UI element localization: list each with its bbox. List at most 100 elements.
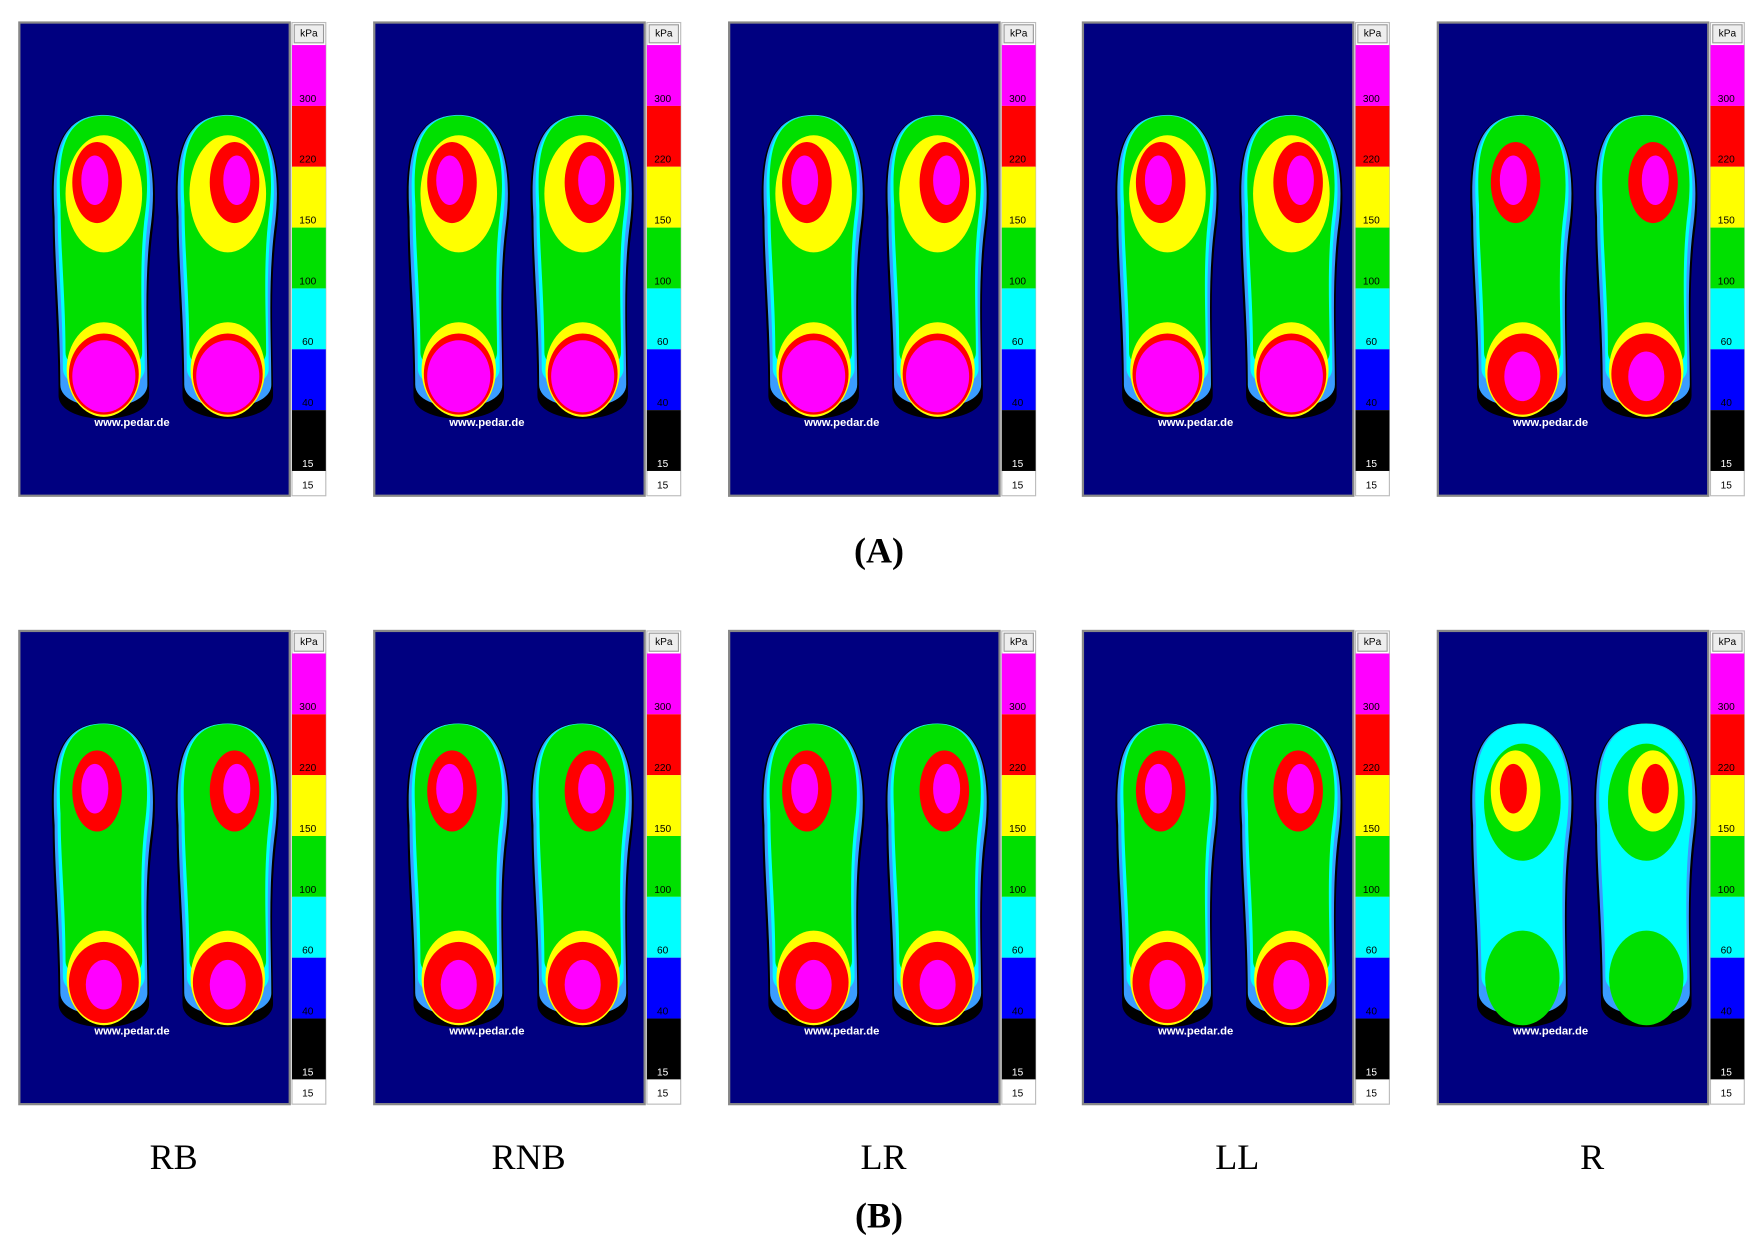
column-label: LR (860, 1137, 906, 1177)
scale-block (1001, 775, 1036, 836)
scale-block (1710, 957, 1745, 1019)
scale-block (291, 227, 326, 289)
scale-label: 150 (299, 216, 316, 227)
heel-zone (209, 959, 246, 1010)
heel-zone (72, 340, 136, 413)
forefoot-zone (1641, 763, 1669, 814)
scale-label: 100 (654, 276, 671, 287)
scale-label: 60 (1366, 337, 1378, 348)
heel-zone (1149, 959, 1186, 1010)
scale-label: 40 (1366, 398, 1378, 409)
watermark: www.pedar.de (1512, 1025, 1588, 1037)
scale-label: 220 (299, 155, 316, 166)
scale-block (291, 288, 326, 350)
scale-block (1710, 349, 1745, 411)
scale-header (1712, 632, 1743, 652)
scale-label: 60 (302, 946, 314, 957)
scale-label: 150 (1009, 216, 1026, 227)
scale-block (1355, 1018, 1390, 1080)
scale-block (291, 896, 326, 958)
scale-block (646, 836, 681, 897)
scale-block (646, 105, 681, 167)
scale-block (1355, 105, 1390, 167)
heel-zone (782, 340, 846, 413)
scale-label: 100 (1009, 276, 1026, 287)
scale-label: 300 (299, 94, 316, 105)
scale-label: 300 (654, 94, 671, 105)
pressure-map: www.pedar.de kPa 300 220 150 100 60 40 15 15 (728, 21, 1037, 497)
scale-label: 300 (654, 702, 671, 713)
scale-label: 150 (1363, 824, 1380, 835)
scale-block (1355, 45, 1390, 106)
heel-zone (427, 340, 491, 413)
scale-block (646, 349, 681, 411)
scale-block (291, 775, 326, 836)
watermark: www.pedar.de (448, 417, 524, 429)
scale-block (1710, 227, 1745, 289)
scale-block (1355, 166, 1390, 228)
panel-label: (A) (854, 531, 904, 571)
scale-label: 300 (1363, 702, 1380, 713)
forefoot-zone (578, 155, 606, 206)
scale-label: 15 (657, 480, 669, 491)
heel-zone (196, 340, 260, 413)
watermark: www.pedar.de (1157, 417, 1233, 429)
pressure-map: www.pedar.de kPa 300 220 150 100 60 40 15 15 (1436, 629, 1745, 1106)
forefoot-zone (81, 763, 109, 814)
scale-header (648, 632, 680, 652)
scale-label: 15 (1012, 480, 1024, 491)
heel-zone (1628, 351, 1665, 402)
pressure-map: www.pedar.de kPa 300 220 150 100 60 40 15 15 (18, 629, 327, 1106)
scale-unit: kPa (1364, 637, 1382, 648)
scale-label: 40 (1721, 1006, 1733, 1017)
scale-block (1001, 288, 1036, 350)
forefoot-zone (1144, 155, 1172, 206)
forefoot-zone (436, 763, 464, 814)
scale-label: 60 (302, 337, 314, 348)
column-label: R (1580, 1137, 1604, 1177)
forefoot-zone (1286, 763, 1314, 814)
scale-block (646, 45, 681, 106)
scale-label: 220 (1718, 763, 1735, 774)
scale-label: 150 (1718, 824, 1735, 835)
scale-label: 40 (1012, 398, 1024, 409)
column-label: RB (150, 1137, 198, 1177)
scale-label: 15 (1366, 459, 1378, 470)
scale-label: 15 (1721, 459, 1733, 470)
scale-unit: kPa (1719, 637, 1737, 648)
scale-label: 15 (1721, 1089, 1733, 1100)
scale-label: 100 (299, 276, 316, 287)
scale-block (291, 653, 326, 715)
scale-header (648, 24, 680, 44)
forefoot-zone (791, 155, 819, 206)
scale-label: 220 (654, 763, 671, 774)
scale-block (1710, 775, 1745, 836)
scale-block (1355, 288, 1390, 350)
forefoot-zone (436, 155, 464, 206)
column-label: RNB (492, 1137, 566, 1177)
scale-block (1001, 105, 1036, 167)
forefoot-zone (933, 155, 961, 206)
scale-block (1001, 896, 1036, 958)
scale-block (291, 714, 326, 776)
scale-header (1357, 24, 1388, 44)
scale-label: 15 (302, 1089, 314, 1100)
scale-block (1001, 957, 1036, 1019)
scale-label: 220 (299, 763, 316, 774)
scale-label: 60 (657, 337, 669, 348)
scale-block (1001, 836, 1036, 897)
scale-label: 40 (302, 398, 314, 409)
scale-label: 40 (302, 1006, 314, 1017)
scale-unit: kPa (300, 28, 318, 39)
scale-label: 220 (1009, 763, 1026, 774)
watermark: www.pedar.de (1157, 1025, 1233, 1037)
scale-header (1712, 24, 1743, 44)
scale-label: 100 (1363, 276, 1380, 287)
scale-label: 15 (1012, 1067, 1024, 1078)
scale-block (1710, 653, 1745, 715)
scale-block (1710, 896, 1745, 958)
scale-label: 150 (654, 216, 671, 227)
scale-block (291, 836, 326, 897)
scale-block (646, 957, 681, 1019)
scale-block (646, 227, 681, 289)
